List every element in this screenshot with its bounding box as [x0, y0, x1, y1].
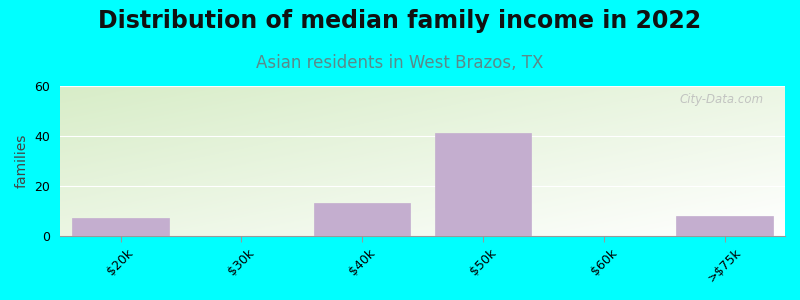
Bar	[676, 216, 773, 236]
Bar	[72, 218, 169, 236]
Text: City-Data.com: City-Data.com	[679, 94, 763, 106]
Bar	[314, 203, 410, 236]
Text: Asian residents in West Brazos, TX: Asian residents in West Brazos, TX	[256, 54, 544, 72]
Text: Distribution of median family income in 2022: Distribution of median family income in …	[98, 9, 702, 33]
Y-axis label: families: families	[15, 134, 29, 188]
Bar	[434, 134, 531, 236]
